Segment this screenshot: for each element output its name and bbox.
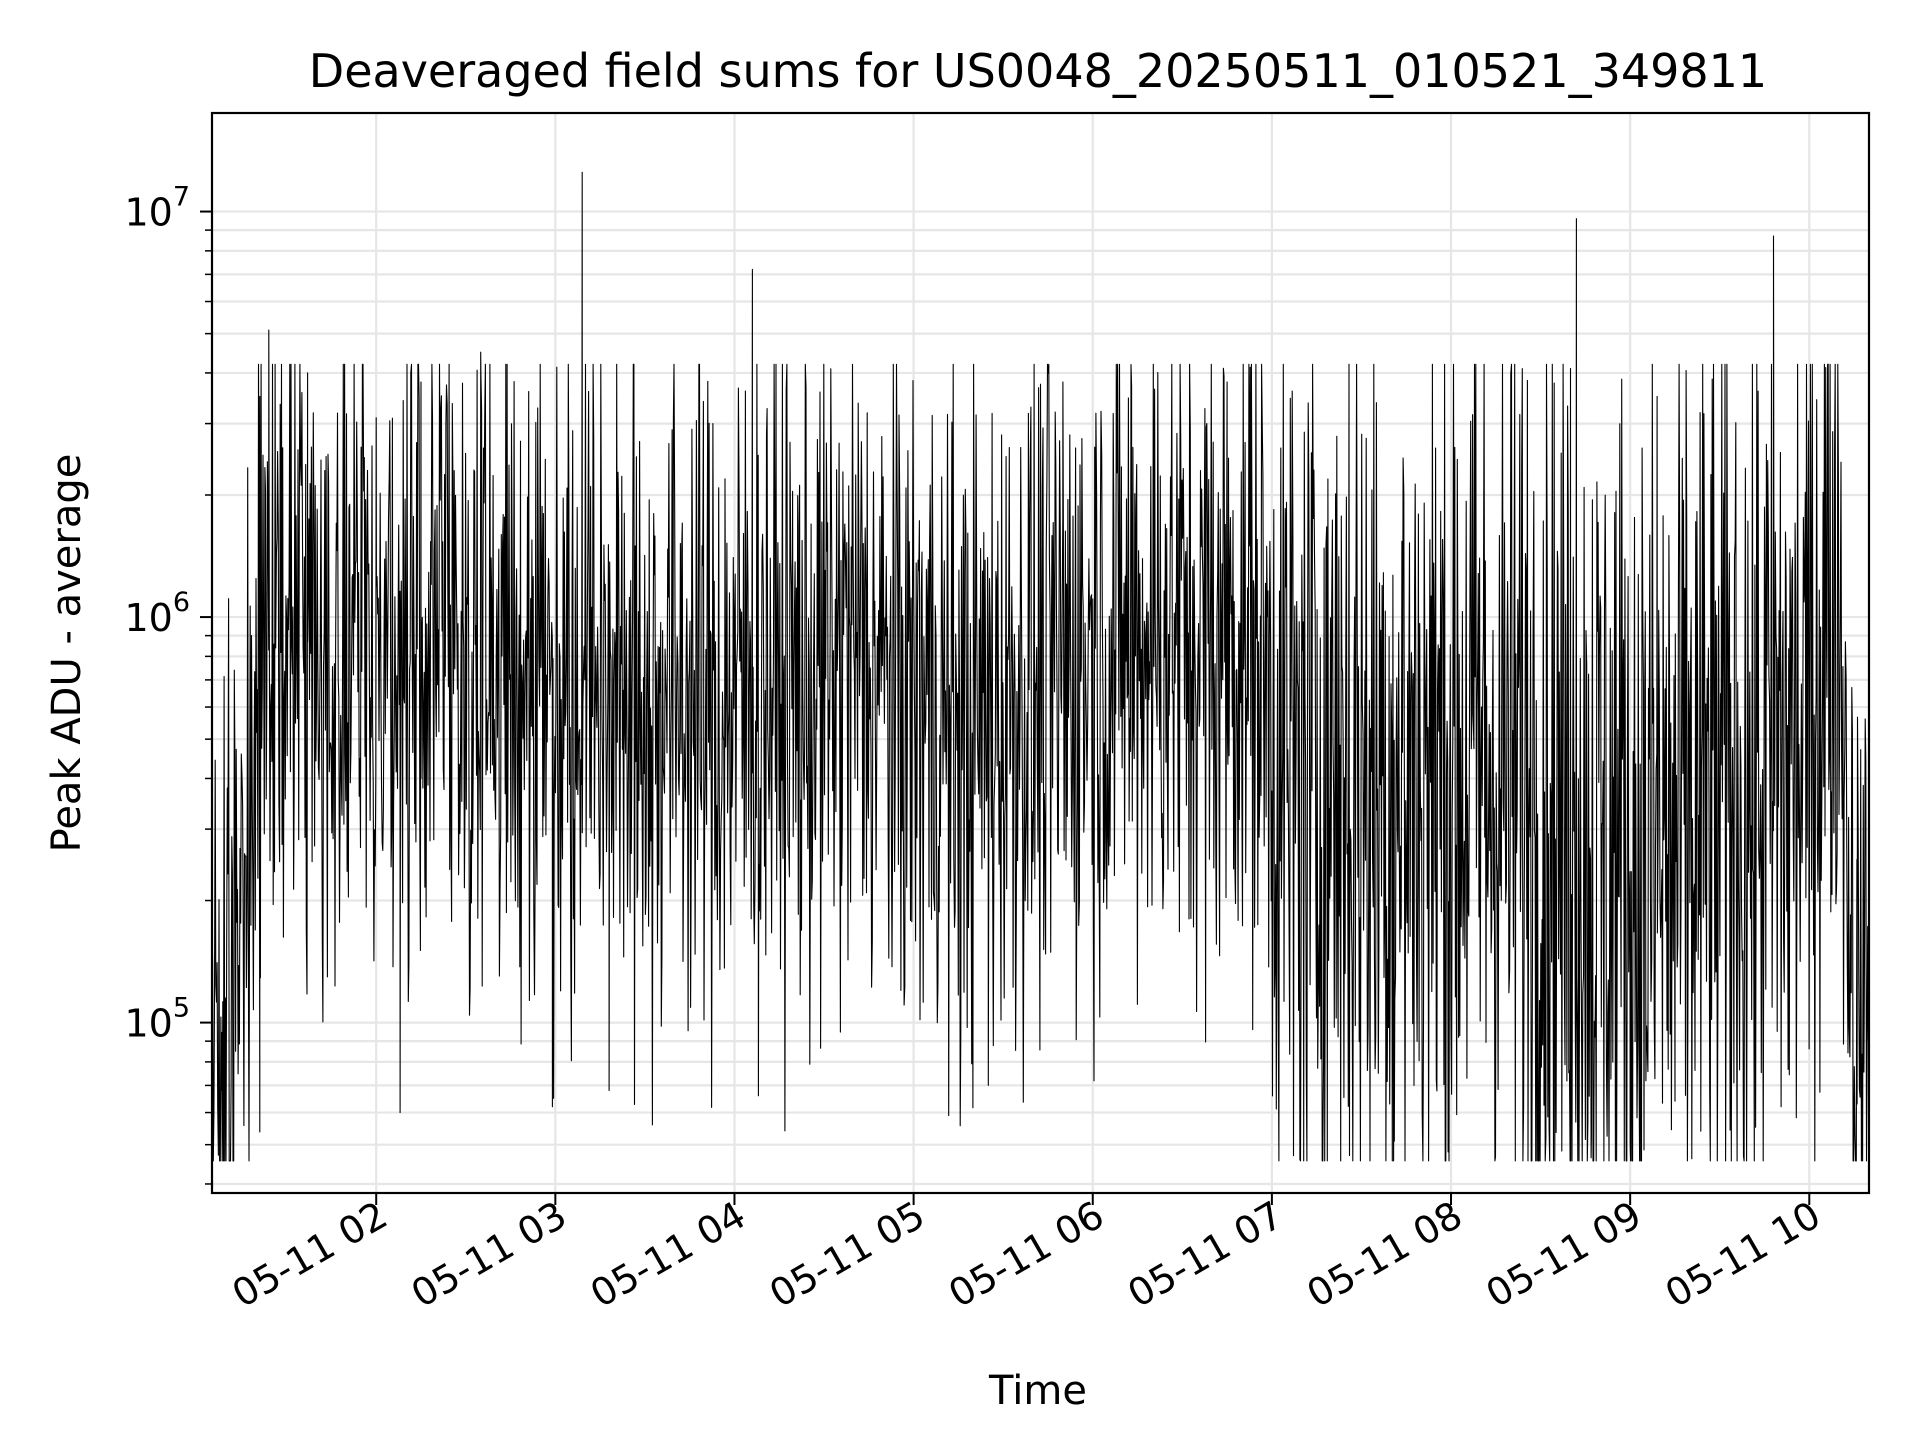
series-path (211, 171, 1870, 1162)
y-tick-label: 106 (124, 587, 190, 640)
y-tick-label: 105 (124, 993, 190, 1046)
y-tick-label: 107 (124, 182, 190, 235)
chart-title: Deaveraged field sums for US0048_2025051… (309, 44, 1767, 98)
x-axis-label: Time (988, 1368, 1087, 1414)
plot-area-frame (210, 111, 1871, 1195)
y-axis: 105 106 107 (124, 182, 212, 1185)
y-axis-label: Peak ADU - average (44, 454, 90, 853)
series-line (211, 171, 1870, 1162)
